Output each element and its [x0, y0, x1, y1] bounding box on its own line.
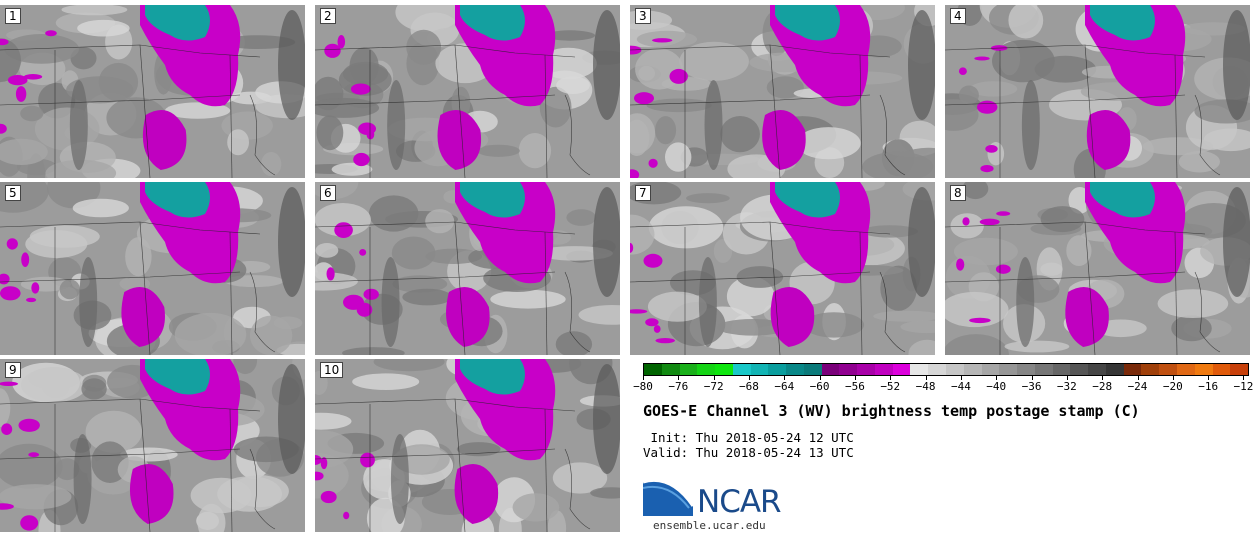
website-link[interactable]: ensemble.ucar.edu	[653, 519, 766, 532]
panel-number: 3	[635, 8, 651, 24]
panel-number: 7	[635, 185, 651, 201]
colorbar-swatch	[1123, 364, 1142, 375]
panel-8: 8	[945, 182, 1250, 355]
colorbar-swatch	[715, 364, 733, 375]
colorbar-tick-mark	[784, 376, 786, 380]
colorbar-tick-mark	[1243, 376, 1245, 380]
colorbar-tick-mark	[996, 376, 998, 380]
colorbar-swatch	[661, 364, 680, 375]
ncar-logo-icon	[643, 479, 695, 516]
panel-9: 9	[0, 359, 305, 532]
panel-number: 4	[950, 8, 966, 24]
panel-number: 9	[5, 362, 21, 378]
colorbar-tick-mark	[960, 376, 962, 380]
panel-number: 5	[5, 185, 21, 201]
colorbar-swatch	[874, 364, 893, 375]
colorbar-swatch	[750, 364, 769, 375]
colorbar-swatch	[768, 364, 787, 375]
panel-5: 5	[0, 182, 305, 355]
colorbar-tick-mark	[925, 376, 927, 380]
colorbar-swatch	[857, 364, 875, 375]
colorbar-swatch	[1230, 364, 1249, 375]
colorbar-swatch	[1052, 364, 1071, 375]
colorbar-swatch	[732, 364, 751, 375]
colorbar-swatch	[928, 364, 947, 375]
colorbar-swatch	[1105, 364, 1124, 375]
colorbar-tick-label: −80	[633, 380, 653, 393]
colorbar-swatch	[679, 364, 698, 375]
init-time: Init: Thu 2018-05-24 12 UTC	[643, 430, 854, 445]
figure-title: GOES-E Channel 3 (WV) brightness temp po…	[643, 402, 1140, 420]
colorbar-swatch	[1070, 364, 1089, 375]
colorbar-tick-label: −40	[986, 380, 1007, 393]
colorbar-tick-label: −32	[1056, 380, 1077, 393]
colorbar-tick-mark	[819, 376, 821, 380]
colorbar-tick-label: −48	[915, 380, 936, 393]
colorbar-swatch	[697, 364, 716, 375]
colorbar-swatch	[910, 364, 929, 375]
colorbar-swatch	[1017, 364, 1035, 375]
colorbar-swatch	[1194, 364, 1213, 375]
colorbar-tick-label: −76	[668, 380, 689, 393]
colorbar-swatch	[839, 364, 858, 375]
colorbar-tick-label: −12	[1233, 380, 1254, 393]
panel-10: 10	[315, 359, 620, 532]
panel-1: 1	[0, 5, 305, 178]
colorbar-tick-label: −52	[880, 380, 901, 393]
colorbar-swatch	[1176, 364, 1195, 375]
colorbar-tick-label: −28	[1092, 380, 1113, 393]
panel-2: 2	[315, 5, 620, 178]
panel-number: 1	[5, 8, 21, 24]
colorbar-tick-label: −16	[1198, 380, 1219, 393]
panel-6: 6	[315, 182, 620, 355]
colorbar-swatch	[821, 364, 840, 375]
colorbar-swatch	[1212, 364, 1231, 375]
colorbar-ticks: −80 −76 −72 −68 −64 −60 −56 −52 −48 −44 −40 −36 −32 −…	[633, 376, 1253, 396]
colorbar-tick-mark	[1031, 376, 1033, 380]
colorbar-swatch	[803, 364, 822, 375]
colorbar-tick-label: −24	[1127, 380, 1148, 393]
valid-time: Valid: Thu 2018-05-24 13 UTC	[643, 445, 854, 460]
colorbar-swatch	[1034, 364, 1053, 375]
colorbar-swatch	[946, 364, 964, 375]
colorbar-tick-label: −56	[844, 380, 865, 393]
panel-number: 2	[320, 8, 336, 24]
colorbar-tick-label: −64	[774, 380, 795, 393]
colorbar-swatch	[963, 364, 982, 375]
colorbar-tick-label: −72	[703, 380, 724, 393]
colorbar-tick-label: −68	[739, 380, 759, 393]
colorbar-tick-label: −36	[1021, 380, 1042, 393]
colorbar-tick-label: −44	[950, 380, 971, 393]
colorbar-tick-label: −20	[1162, 380, 1183, 393]
colorbar-tick-mark	[643, 376, 644, 380]
colorbar-swatch	[1141, 364, 1160, 375]
panel-7: 7	[630, 182, 935, 355]
panel-number: 8	[950, 185, 966, 201]
panel-number: 10	[320, 362, 344, 378]
colorbar-swatch	[1088, 364, 1106, 375]
colorbar-tick-mark	[713, 376, 715, 380]
colorbar-tick-mark	[678, 376, 680, 380]
colorbar-tick-mark	[748, 376, 750, 380]
colorbar-swatch	[981, 364, 1000, 375]
logo-text: NCAR	[697, 484, 782, 520]
colorbar-tick-mark	[1137, 376, 1139, 380]
colorbar-swatch	[892, 364, 911, 375]
colorbar-swatch	[786, 364, 804, 375]
panel-3: 3	[630, 5, 935, 178]
colorbar	[643, 363, 1249, 376]
panel-number: 6	[320, 185, 336, 201]
colorbar-tick-mark	[890, 376, 892, 380]
colorbar-swatch	[1159, 364, 1177, 375]
colorbar-swatch	[999, 364, 1018, 375]
colorbar-tick-mark	[854, 376, 856, 380]
colorbar-swatch	[644, 364, 662, 375]
colorbar-tick-mark	[1066, 376, 1068, 380]
colorbar-tick-mark	[1208, 376, 1210, 380]
colorbar-tick-mark	[1102, 376, 1104, 380]
panel-4: 4	[945, 5, 1250, 178]
colorbar-tick-label: −60	[809, 380, 830, 393]
colorbar-tick-mark	[1172, 376, 1174, 380]
